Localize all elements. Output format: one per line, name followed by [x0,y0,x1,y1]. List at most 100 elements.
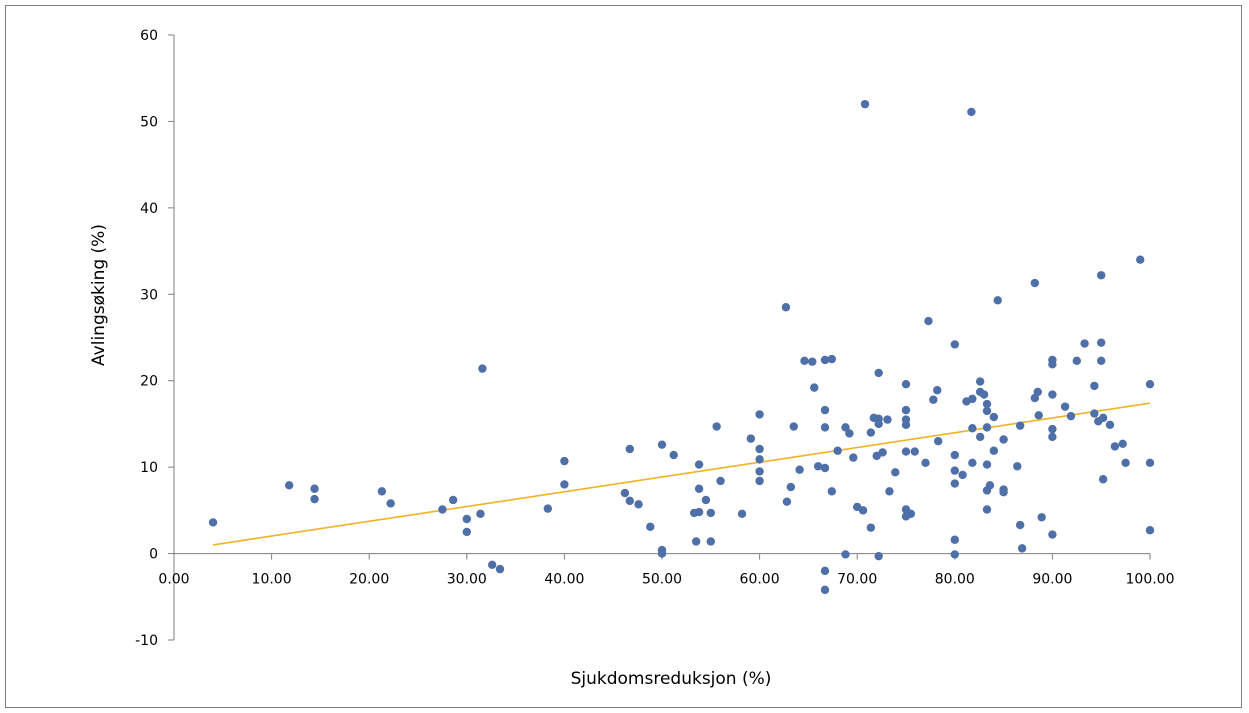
data-point [634,500,643,509]
data-point [878,448,887,457]
y-tick-label: 30 [140,287,158,303]
data-point [1121,458,1130,468]
data-point [860,99,870,109]
data-point [808,357,817,366]
data-point [827,487,837,496]
data-point [712,422,721,431]
data-point [782,497,792,506]
data-point [967,107,976,117]
data-point [820,423,830,432]
data-point [891,468,900,477]
data-point [462,514,471,524]
data-point [1048,530,1057,539]
y-tick-label: 0 [149,547,158,563]
data-point [1033,387,1042,397]
data-point [883,415,892,424]
data-point [1097,338,1106,347]
data-point [820,355,830,365]
data-point [1066,411,1076,421]
data-point [1098,475,1108,484]
tick-labels-group: -10 0 10 20 30 40 50 60 0.00 10.00 20.00 30.00 40.00… [135,28,1174,649]
data-point [543,504,553,513]
data-point [950,479,959,488]
data-point [1145,379,1155,389]
data-point [950,466,959,475]
trendline-group [212,402,1151,546]
data-point [810,383,819,392]
data-point [694,460,704,469]
data-point [950,550,959,559]
x-tick-label: 90.00 [1032,572,1072,588]
trendline [212,402,1151,546]
data-point [786,482,796,492]
data-point [845,429,854,438]
data-point [975,377,985,386]
data-point [820,463,830,473]
data-point [989,412,999,422]
x-axis-title: Sjukdomsreduksjon (%) [571,669,772,689]
data-point [701,495,711,505]
data-point [1097,356,1106,366]
data-point [800,356,809,366]
data-point [975,432,985,442]
y-tick-label: -10 [135,633,158,649]
data-point [1118,439,1127,449]
x-tick-label: 40.00 [544,572,584,588]
data-point [1048,390,1057,399]
data-point [968,458,977,468]
data-point [1048,424,1057,434]
data-point [1090,409,1099,418]
data-point [1097,271,1106,280]
data-point [377,487,387,496]
data-point [985,481,995,490]
data-point [979,390,989,399]
y-tick-label: 10 [140,460,158,476]
x-tick-label: 50.00 [642,572,682,588]
data-point [438,505,447,514]
data-point [1013,462,1022,471]
x-tick-label: 70.00 [837,572,877,588]
x-tick-label: 20.00 [349,572,389,588]
data-point [1136,255,1145,264]
data-point [737,509,747,519]
data-point [755,410,764,419]
data-point [487,560,497,570]
data-point [841,423,850,432]
data-point [1090,381,1099,391]
data-point [1072,356,1082,366]
data-point [874,368,883,378]
data-point [657,549,667,558]
data-point [820,566,830,576]
data-point [921,458,930,468]
data-point [310,494,319,504]
data-point [625,496,634,506]
data-point [755,476,764,486]
data-point [560,456,569,466]
y-tick-label: 60 [140,28,158,44]
data-point [933,386,942,395]
data-point [755,455,764,464]
x-tick-label: 30.00 [447,572,487,588]
data-point [906,509,916,519]
data-point [478,364,487,373]
data-point [462,527,471,537]
data-point [1080,339,1089,348]
x-tick-label: 0.00 [158,572,189,588]
data-point [560,480,569,489]
data-point [874,419,883,429]
data-point [989,446,999,455]
x-tick-label: 100.00 [1126,572,1175,588]
data-point [310,484,319,493]
data-point [924,316,933,326]
data-point [1017,544,1027,553]
data-point [1098,413,1108,423]
data-point [706,508,715,518]
data-point [950,450,959,460]
data-point [849,453,858,462]
data-point [706,537,715,546]
data-point [694,484,704,493]
data-point [1037,513,1046,522]
x-tick-label: 80.00 [935,572,975,588]
data-point [813,462,823,471]
